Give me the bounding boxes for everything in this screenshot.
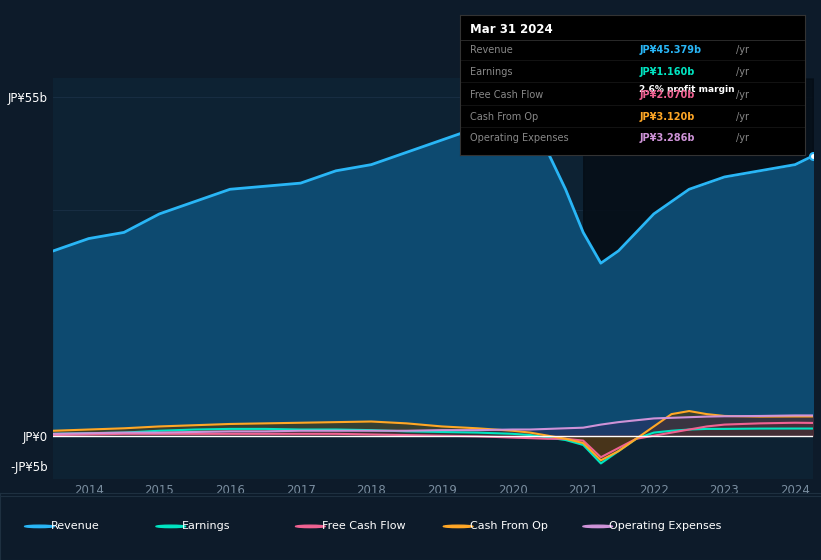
Text: JP¥3.120b: JP¥3.120b (640, 112, 695, 122)
Text: Earnings: Earnings (182, 521, 231, 531)
Text: Revenue: Revenue (51, 521, 99, 531)
Text: Free Cash Flow: Free Cash Flow (470, 90, 544, 100)
Text: JP¥2.070b: JP¥2.070b (640, 90, 695, 100)
Text: 2.6% profit margin: 2.6% profit margin (640, 85, 735, 94)
Circle shape (443, 525, 473, 528)
Text: Revenue: Revenue (470, 45, 513, 55)
Text: /yr: /yr (736, 67, 749, 77)
Circle shape (296, 525, 325, 528)
Text: Operating Expenses: Operating Expenses (609, 521, 722, 531)
Text: /yr: /yr (736, 90, 749, 100)
Text: JP¥1.160b: JP¥1.160b (640, 67, 695, 77)
Text: Free Cash Flow: Free Cash Flow (322, 521, 406, 531)
Text: Earnings: Earnings (470, 67, 513, 77)
Text: JP¥45.379b: JP¥45.379b (640, 45, 701, 55)
Text: /yr: /yr (736, 112, 749, 122)
Text: JP¥3.286b: JP¥3.286b (640, 133, 695, 143)
Text: Cash From Op: Cash From Op (470, 112, 539, 122)
Text: Operating Expenses: Operating Expenses (470, 133, 569, 143)
Circle shape (156, 525, 186, 528)
Text: Mar 31 2024: Mar 31 2024 (470, 24, 553, 36)
Text: /yr: /yr (736, 45, 749, 55)
Circle shape (583, 525, 612, 528)
Text: Cash From Op: Cash From Op (470, 521, 548, 531)
Circle shape (25, 525, 54, 528)
Text: /yr: /yr (736, 133, 749, 143)
